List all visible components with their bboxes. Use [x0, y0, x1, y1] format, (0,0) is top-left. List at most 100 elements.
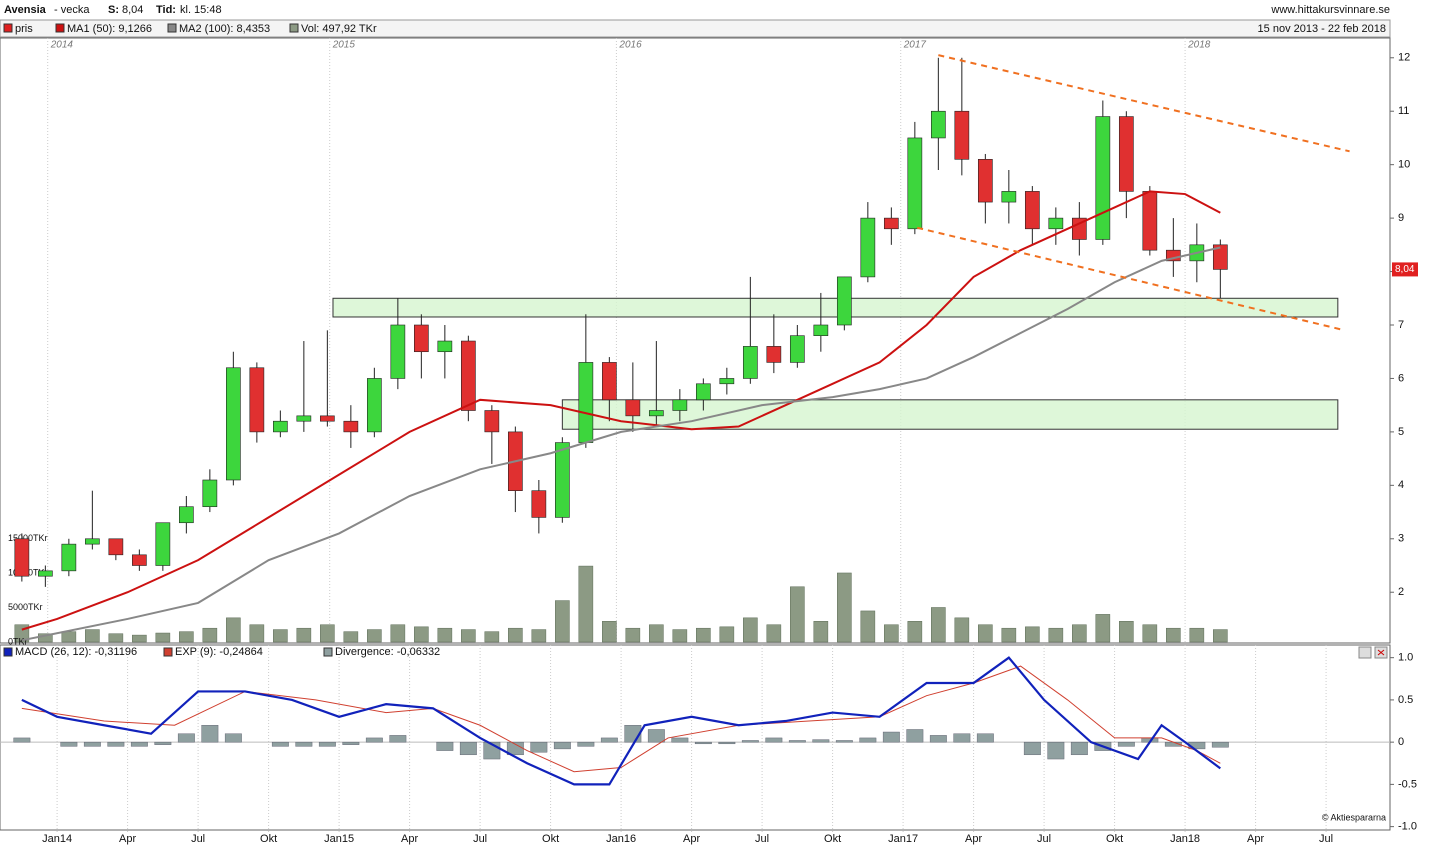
volume-bar [602, 621, 617, 643]
volume-bar [202, 627, 218, 643]
volume-bar [1095, 614, 1111, 643]
trendline [916, 226, 1346, 332]
stock-name: Avensia [4, 4, 47, 16]
divergence-bar [671, 737, 689, 743]
divergence-bar [1117, 741, 1135, 747]
ma-legend-label: MA2 (100): 8,4353 [179, 23, 270, 35]
y-tick-label: 2 [1398, 586, 1404, 598]
period: - vecka [54, 4, 90, 16]
y-tick-label: 6 [1398, 372, 1404, 384]
macd-legend-swatch [3, 647, 13, 657]
year-label: 2014 [50, 40, 74, 51]
credit: © Aktiespararna [1322, 812, 1386, 822]
volume-bar [1213, 629, 1228, 643]
x-tick-label: Jul [1037, 833, 1051, 845]
settings-icon[interactable] [1358, 646, 1372, 659]
volume-bar [743, 617, 758, 643]
volume-bar [343, 631, 359, 643]
y-tick-label: -1.0 [1398, 821, 1417, 833]
divergence-bar [694, 741, 712, 745]
volume-bar [461, 629, 476, 643]
divergence-bar [1047, 741, 1065, 760]
divergence-bar [389, 735, 407, 743]
candle-body [343, 420, 359, 433]
candle-body [390, 324, 406, 379]
candle-body [977, 159, 993, 203]
y-tick-label: 0.5 [1398, 694, 1413, 706]
exp-line [21, 665, 1221, 773]
divergence-bar [83, 741, 101, 747]
x-tick-label: Apr [965, 833, 982, 845]
volume-bar [884, 624, 899, 643]
candle-body [648, 410, 664, 417]
divergence-bar [530, 741, 548, 753]
x-tick-label: Apr [119, 833, 136, 845]
divergence-bar [224, 733, 242, 743]
divergence-bar [741, 740, 759, 743]
candle-body [930, 110, 946, 139]
candle-body [1142, 191, 1158, 251]
volume-bar [296, 627, 312, 643]
candle-body [578, 362, 594, 443]
year-label: 2015 [332, 40, 356, 51]
volume-bar [61, 631, 77, 643]
volume-bar [108, 633, 124, 643]
macd-legend-swatch [163, 647, 173, 657]
candle-body [319, 415, 335, 422]
divergence-bar [882, 731, 900, 743]
candle-body [625, 399, 641, 417]
y-tick-label: 0 [1398, 736, 1404, 748]
volume-bar [766, 624, 782, 643]
candle-body [813, 324, 829, 336]
candle-body [366, 378, 382, 433]
site: www.hittakursvinnare.se [1270, 4, 1390, 16]
x-tick-label: Jan16 [606, 833, 636, 845]
volume-bar [1072, 624, 1087, 643]
divergence-bar [600, 737, 618, 743]
volume-bar [719, 626, 735, 643]
candle-body [61, 543, 77, 572]
volume-bar [226, 617, 241, 643]
divergence-bar [130, 741, 148, 747]
divergence-bar [1023, 741, 1041, 756]
support-zone [332, 297, 1339, 318]
divergence-bar [154, 741, 172, 745]
candle-body [742, 346, 758, 379]
candle-body [1001, 191, 1017, 203]
volume-tick-label: 5000TKr [8, 602, 43, 612]
x-tick-label: Jan14 [42, 833, 72, 845]
candle-body [766, 346, 782, 363]
volume-bar [1166, 627, 1181, 643]
volume-bar [649, 624, 664, 643]
price-legend-label: pris [15, 23, 33, 35]
divergence-bar [60, 741, 78, 747]
volume-bar [531, 629, 547, 643]
candle-body [202, 479, 218, 508]
y-tick-label: 9 [1398, 212, 1404, 224]
candle-body [155, 522, 171, 566]
divergence-bar [812, 739, 830, 743]
x-tick-label: Apr [683, 833, 700, 845]
volume-bar [578, 565, 594, 643]
divergence-bar [436, 741, 454, 751]
trendline [938, 54, 1350, 153]
candle-body [554, 442, 570, 518]
candle-body [296, 415, 312, 422]
candle-body [836, 276, 852, 326]
price-label: S: [108, 4, 119, 16]
volume-bar [860, 610, 876, 643]
x-tick-label: Jan15 [324, 833, 354, 845]
divergence-bar [835, 740, 853, 743]
volume-legend-swatch [289, 23, 299, 33]
y-tick-label: 12 [1398, 52, 1410, 64]
divergence-bar [13, 737, 31, 743]
volume-bar [437, 627, 453, 643]
legend-bar [0, 19, 1391, 38]
divergence-bar [577, 741, 595, 747]
time: kl. 15:48 [180, 4, 222, 16]
candle-body [1095, 116, 1111, 240]
candle-body [883, 217, 899, 230]
x-tick-label: Jul [1319, 833, 1333, 845]
candle-body [273, 420, 288, 433]
candle-body [1212, 244, 1228, 270]
